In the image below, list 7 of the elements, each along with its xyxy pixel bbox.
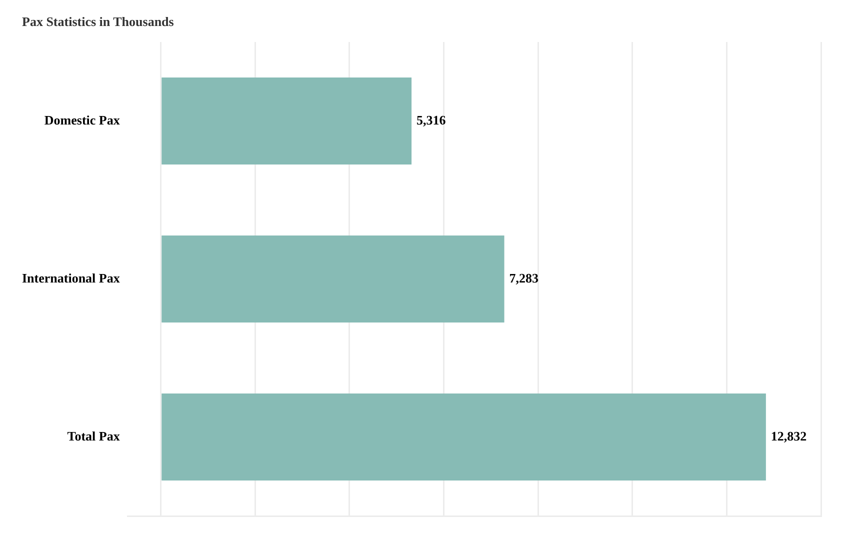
- data-label: 5,316: [416, 112, 446, 128]
- y-tick-label: International Pax: [22, 270, 120, 286]
- data-label: 12,832: [770, 428, 807, 444]
- data-label: 7,283: [509, 270, 540, 286]
- y-tick-label: Total Pax: [67, 428, 120, 444]
- chart-title: Pax Statistics in Thousands: [22, 14, 174, 30]
- y-tick-label: Domestic Pax: [44, 112, 120, 128]
